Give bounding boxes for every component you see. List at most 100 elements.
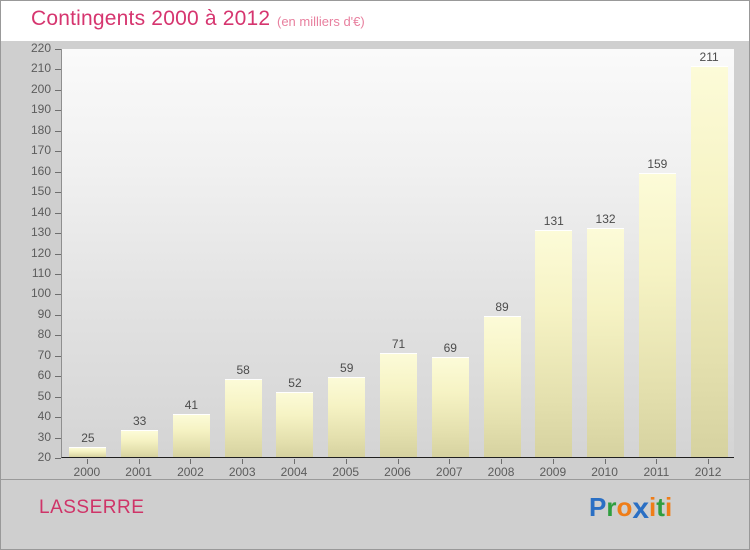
bar-value-label: 58: [236, 363, 250, 378]
bar-value-label: 71: [391, 336, 406, 351]
x-axis-tick-label: 2002: [177, 465, 204, 479]
bar[interactable]: [328, 377, 366, 457]
x-axis-tick-label: 2005: [332, 465, 360, 479]
y-axis-tick-mark: [55, 110, 61, 112]
logo-letter: x: [632, 492, 650, 525]
x-axis-tick-label: 2004: [280, 465, 308, 479]
y-axis-tick-label: 170: [30, 143, 51, 158]
bar-value-label: 89: [495, 299, 509, 314]
y-axis-tick-label: 180: [30, 122, 51, 137]
y-axis-tick-mark: [55, 212, 61, 214]
x-axis-tick-label: 2010: [591, 465, 618, 479]
x-axis-tick-mark: [552, 459, 554, 464]
bar[interactable]: [535, 230, 573, 457]
x-axis-tick-label: 2006: [384, 465, 411, 479]
x-axis-tick-label: 2007: [435, 465, 463, 479]
y-axis-tick-label: 210: [30, 61, 51, 76]
bar-value-label: 211: [699, 50, 719, 65]
page-title: Contingents 2000 à 2012: [31, 7, 271, 30]
bar-value-label: 131: [543, 214, 564, 228]
x-axis-tick-mark: [190, 459, 192, 464]
bar[interactable]: [638, 172, 676, 457]
x-axis-tick-label: 2000: [73, 465, 101, 479]
x-axis-tick-mark: [449, 459, 451, 464]
x-axis-tick-mark: [86, 459, 88, 464]
x-axis-tick-mark: [138, 459, 140, 464]
x-axis-tick-mark: [656, 459, 658, 464]
bar[interactable]: [690, 66, 728, 457]
bar-value-label: 132: [595, 211, 616, 226]
bar[interactable]: [224, 379, 262, 457]
bar[interactable]: [172, 414, 210, 457]
y-axis-tick-label: 100: [30, 286, 51, 301]
bar[interactable]: [276, 391, 314, 457]
x-axis-tick-mark: [397, 459, 399, 464]
bar[interactable]: [121, 430, 159, 457]
y-axis-tick-mark: [55, 89, 61, 91]
logo-letter: P: [589, 492, 607, 522]
y-axis-tick-label: 200: [30, 81, 51, 96]
y-axis-tick-mark: [55, 458, 61, 459]
chart-plot-wrapper: 220 210 200 190 180 170 160 150 140 130 120 110 100 9…: [1, 41, 749, 479]
x-axis-tick-label: 2003: [228, 465, 256, 479]
y-axis-tick-mark: [55, 192, 61, 194]
bar-value-label: 33: [132, 414, 147, 429]
logo-letter: i: [664, 492, 673, 522]
y-axis-tick-label: 60: [37, 368, 51, 383]
x-axis-tick-label: 2011: [643, 465, 670, 479]
y-axis-tick-mark: [55, 376, 61, 378]
y-axis-tick-mark: [55, 437, 61, 439]
x-axis-tick-label: 2012: [694, 465, 722, 479]
y-axis-tick-label: 50: [37, 388, 51, 403]
y-axis-tick-mark: [55, 396, 61, 398]
y-axis-tick-mark: [55, 253, 61, 255]
y-axis-tick-label: 190: [30, 102, 51, 117]
y-axis-tick-mark: [55, 335, 61, 337]
y-axis-tick-mark: [55, 171, 61, 173]
location-label: LASSERRE: [39, 497, 145, 518]
y-axis-tick-label: 140: [30, 204, 51, 219]
y-axis-tick-mark: [55, 69, 61, 71]
chart-header: Contingents 2000 à 2012 (en milliers d'€…: [1, 1, 749, 41]
bar-chart-plot-area: 25 33 41 58 52 59 71 69 89 131 132 159 211: [61, 49, 734, 458]
bar[interactable]: [380, 352, 417, 457]
y-axis-tick-mark: [55, 355, 61, 357]
y-axis-tick-label: 150: [30, 184, 51, 199]
x-axis-tick-label: 2009: [539, 465, 567, 479]
logo-letter: r: [606, 492, 617, 522]
x-axis-tick-mark: [345, 459, 347, 464]
logo-letter: i: [649, 492, 657, 522]
y-axis-tick-label: 30: [37, 429, 51, 444]
x-axis-tick-label: 2001: [125, 465, 152, 479]
y-axis-tick-label: 120: [30, 245, 51, 260]
y-axis-tick-label: 80: [37, 327, 51, 342]
y-axis-tick-mark: [55, 294, 61, 296]
bar[interactable]: [483, 315, 521, 457]
bar[interactable]: [587, 227, 625, 457]
y-axis-tick-label: 90: [37, 306, 51, 321]
bar-value-label: 52: [288, 375, 302, 390]
bar-value-label: 59: [340, 361, 354, 376]
bar-value-label: 25: [81, 430, 95, 445]
x-axis-tick-label: 2008: [487, 465, 515, 479]
bar[interactable]: [431, 356, 469, 457]
x-axis-tick-mark: [708, 459, 710, 464]
proxiti-logo[interactable]: Proxiti: [589, 492, 673, 525]
x-axis-tick-mark: [293, 459, 295, 464]
logo-letter: t: [656, 492, 665, 522]
y-axis-tick-mark: [55, 151, 61, 153]
bar[interactable]: [69, 446, 107, 457]
chart-unit-subtitle: (en milliers d'€): [277, 14, 365, 29]
y-axis-tick-mark: [55, 273, 61, 275]
y-axis-tick-label: 110: [31, 265, 51, 280]
y-axis-tick-mark: [55, 130, 61, 132]
y-axis-tick-mark: [55, 417, 61, 419]
x-axis-tick-mark: [501, 459, 503, 464]
y-axis-tick-mark: [55, 49, 61, 50]
y-axis-tick-label: 160: [30, 163, 51, 178]
y-axis-tick-label: 220: [30, 41, 51, 55]
y-axis-tick-mark: [55, 314, 61, 316]
y-axis-tick-mark: [55, 233, 61, 235]
bar-value-label: 41: [184, 398, 199, 413]
